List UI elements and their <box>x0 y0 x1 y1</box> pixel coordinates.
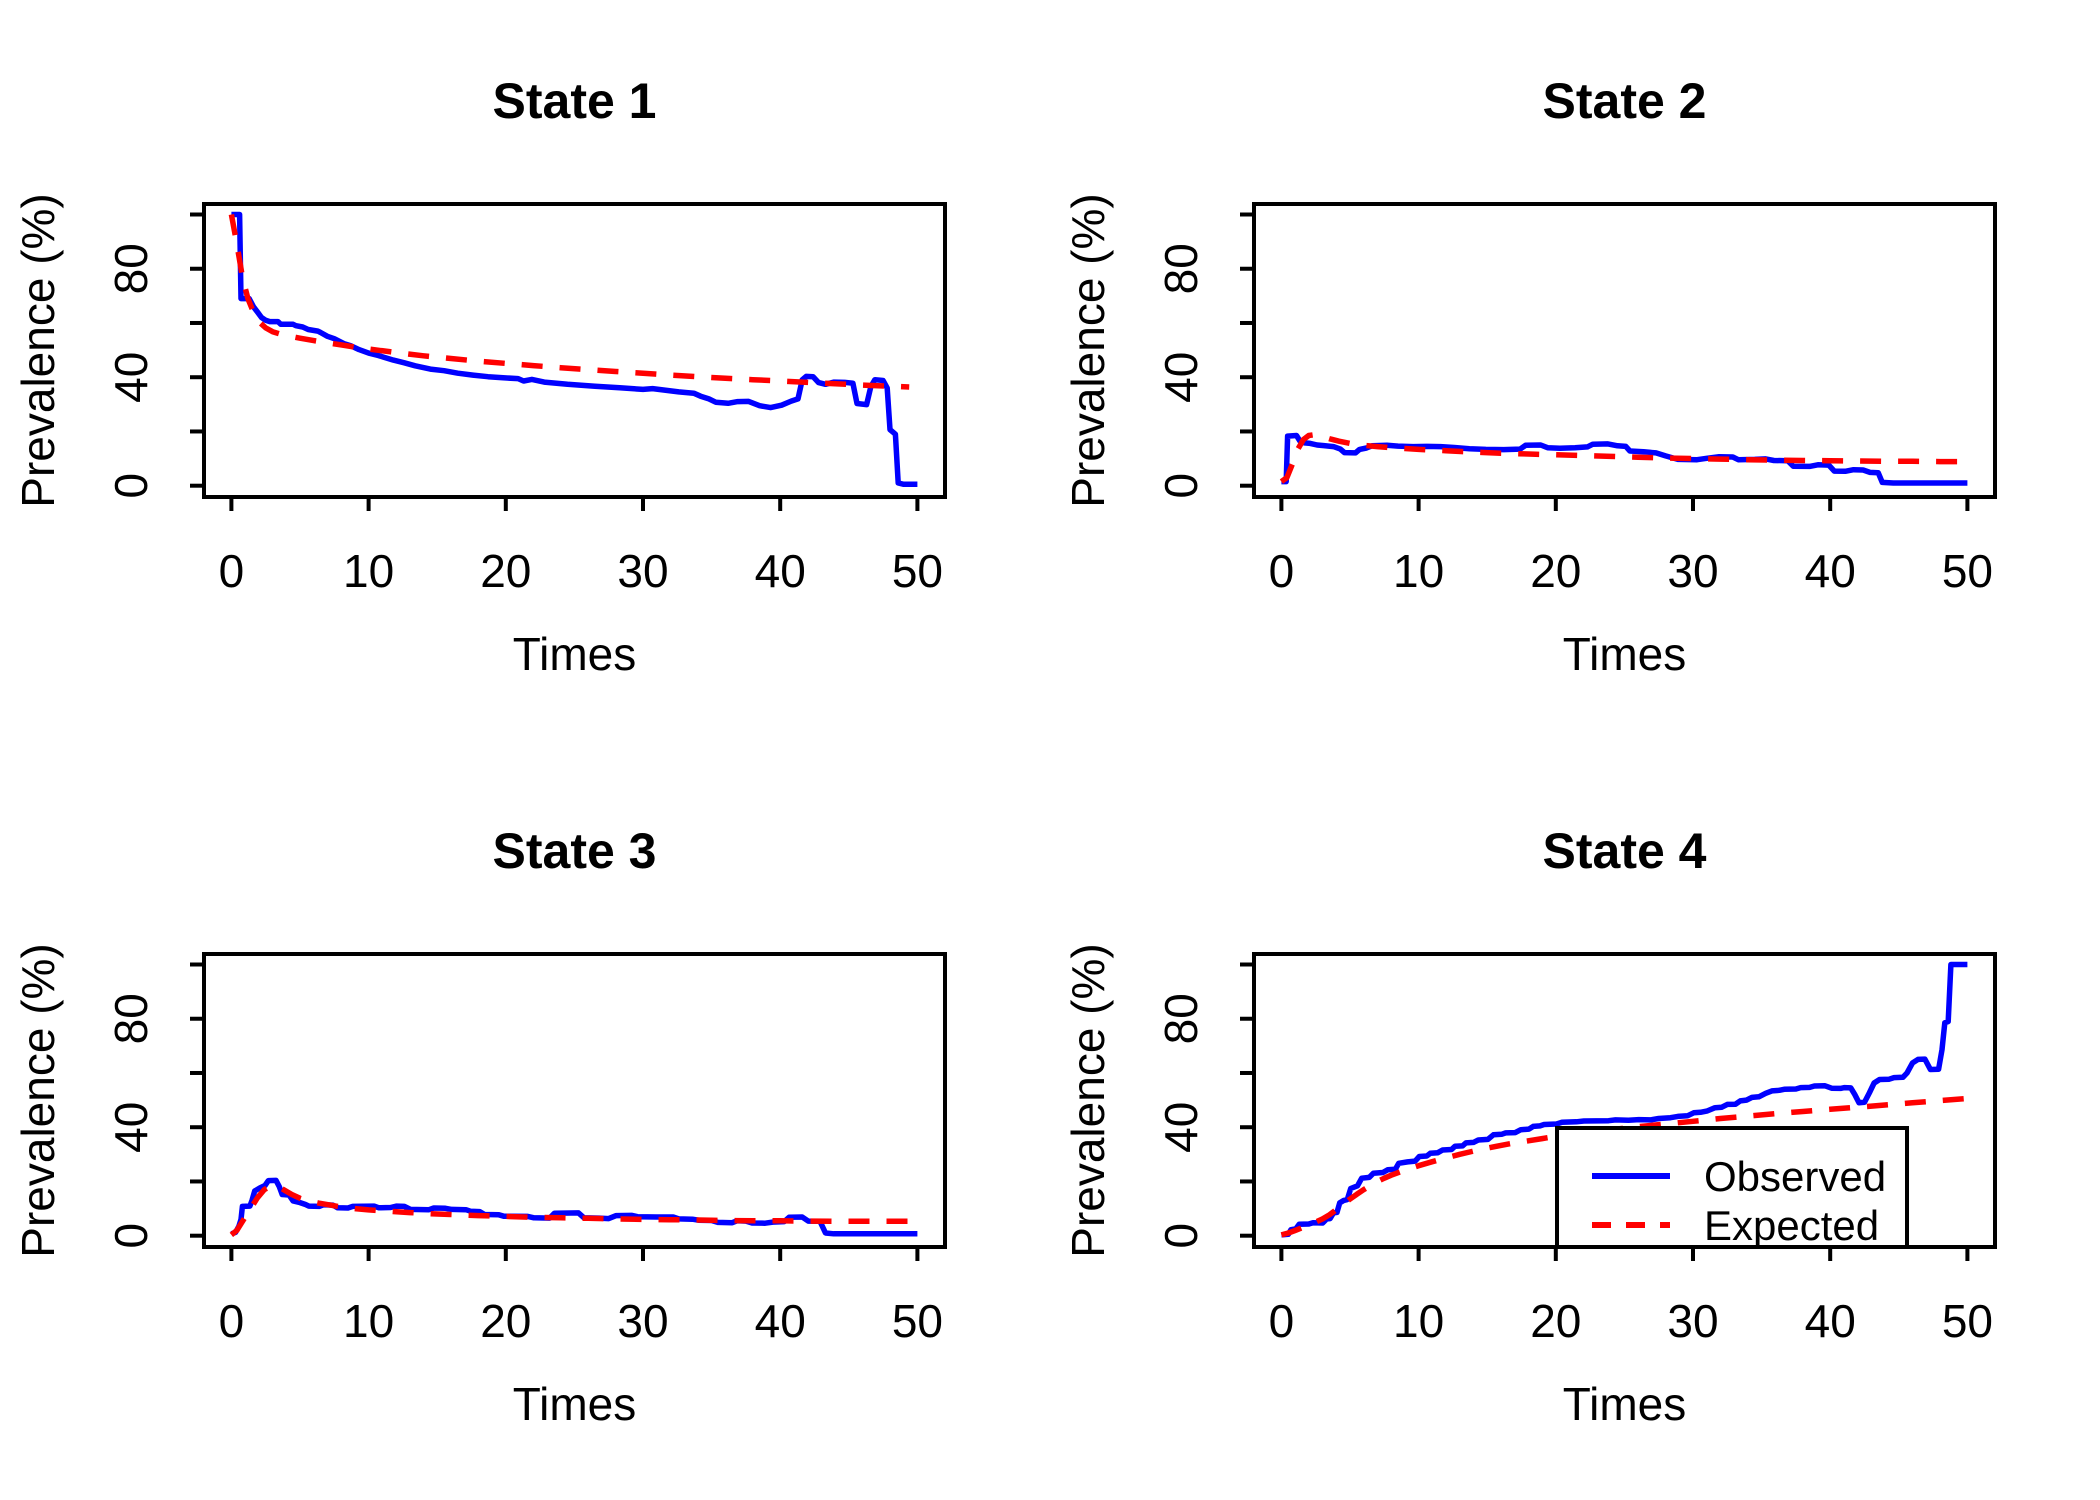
y-axis-label: Prevalence (%) <box>12 193 64 507</box>
x-tick-label: 10 <box>343 545 394 597</box>
y-tick-label: 40 <box>1155 1102 1207 1153</box>
y-axis-label: Prevalence (%) <box>12 943 64 1257</box>
y-tick-label: 40 <box>105 352 157 403</box>
x-tick-label: 50 <box>892 545 943 597</box>
x-axis-label: Times <box>1563 628 1687 680</box>
x-tick-label: 10 <box>343 1295 394 1347</box>
x-tick-label: 50 <box>1942 545 1993 597</box>
x-tick-label: 0 <box>219 545 245 597</box>
y-tick-label: 0 <box>105 1223 157 1249</box>
x-tick-label: 40 <box>755 1295 806 1347</box>
x-axis-label: Times <box>1563 1378 1687 1430</box>
x-tick-label: 50 <box>1942 1295 1993 1347</box>
observed-line-state-2 <box>1281 432 1968 486</box>
subplot-state-1: State 1 0 10 20 30 40 50 0 40 80 Times Prevalence (… <box>12 73 947 680</box>
legend-observed-label: Observed <box>1704 1153 1886 1200</box>
x-tick-label: 0 <box>219 1295 245 1347</box>
y-tick-label: 40 <box>1155 352 1207 403</box>
x-tick-label: 40 <box>1805 545 1856 597</box>
x-tick-label: 40 <box>1805 1295 1856 1347</box>
x-tick-label: 10 <box>1393 545 1444 597</box>
subplot-title-state-1: State 1 <box>493 73 657 129</box>
y-tick-label: 0 <box>105 473 157 499</box>
x-tick-label: 50 <box>892 1295 943 1347</box>
y-tick-label: 80 <box>105 243 157 294</box>
observed-line-state-4 <box>1281 961 1968 1238</box>
y-tick-label: 80 <box>1155 993 1207 1044</box>
expected-line-state-1 <box>228 214 910 390</box>
plot-box-state-3 <box>202 952 947 1249</box>
expected-line-state-3 <box>229 1183 918 1238</box>
y-tick-label: 0 <box>1155 1223 1207 1249</box>
x-tick-label: 30 <box>617 545 668 597</box>
x-tick-label: 30 <box>1667 1295 1718 1347</box>
x-tick-label: 0 <box>1269 1295 1295 1347</box>
subplot-state-2: State 2 0 10 20 30 40 50 0 40 80 Times Prevalence (… <box>1062 73 1997 680</box>
plot-box-state-1 <box>202 202 947 499</box>
x-tick-label: 30 <box>1667 545 1718 597</box>
x-tick-label: 10 <box>1393 1295 1444 1347</box>
x-tick-label: 20 <box>1530 545 1581 597</box>
x-tick-label: 20 <box>480 545 531 597</box>
subplot-title-state-2: State 2 <box>1543 73 1707 129</box>
x-axis-label: Times <box>513 628 637 680</box>
x-tick-label: 40 <box>755 545 806 597</box>
subplot-state-3: State 3 0 10 20 30 40 50 0 40 80 Times Prevalence (… <box>12 823 947 1430</box>
y-tick-label: 80 <box>105 993 157 1044</box>
expected-line-state-2 <box>1279 431 1968 484</box>
legend-expected-label: Expected <box>1704 1202 1879 1249</box>
x-axis-label: Times <box>513 1378 637 1430</box>
y-tick-label: 80 <box>1155 243 1207 294</box>
y-axis-label: Prevalence (%) <box>1062 193 1114 507</box>
x-tick-label: 0 <box>1269 545 1295 597</box>
y-tick-label: 0 <box>1155 473 1207 499</box>
legend-box <box>1555 1126 1909 1249</box>
plot-box-state-2 <box>1252 202 1997 499</box>
x-tick-label: 20 <box>480 1295 531 1347</box>
x-tick-label: 20 <box>1530 1295 1581 1347</box>
y-tick-label: 40 <box>105 1102 157 1153</box>
y-axis-label: Prevalence (%) <box>1062 943 1114 1257</box>
subplot-state-4: State 4 0 10 20 30 40 50 0 40 80 Times Prevalence (… <box>1062 823 1997 1430</box>
x-tick-label: 30 <box>617 1295 668 1347</box>
subplot-title-state-3: State 3 <box>493 823 657 879</box>
expected-line-state-4 <box>1280 1095 1968 1238</box>
subplot-title-state-4: State 4 <box>1543 823 1707 879</box>
